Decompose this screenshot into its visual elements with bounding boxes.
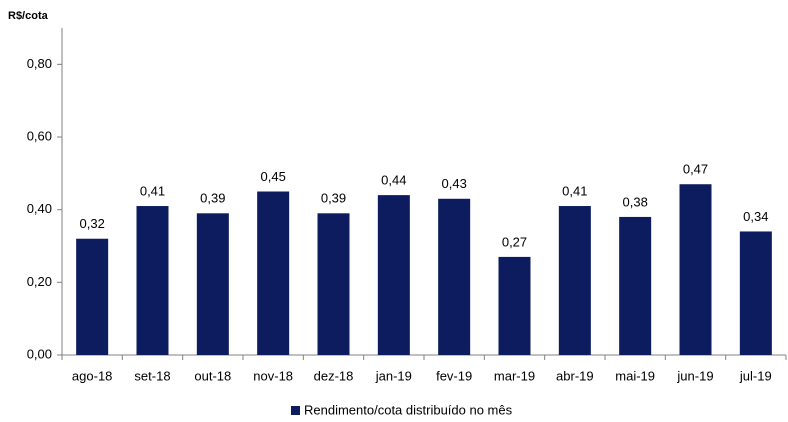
bar xyxy=(196,213,229,355)
value-label: 0,47 xyxy=(683,162,708,177)
bar xyxy=(558,206,591,355)
bar xyxy=(317,213,350,355)
bar xyxy=(136,206,169,355)
value-label: 0,44 xyxy=(381,173,406,188)
legend-label: Rendimento/cota distribuído no mês xyxy=(304,402,513,417)
value-label: 0,43 xyxy=(442,176,467,191)
bar xyxy=(377,195,410,355)
bar xyxy=(438,198,471,355)
value-label: 0,32 xyxy=(80,216,105,231)
x-tick-label: mai-19 xyxy=(615,368,655,383)
y-tick-label: 0,80 xyxy=(27,56,52,71)
value-label: 0,39 xyxy=(200,191,225,206)
value-label: 0,27 xyxy=(502,234,527,249)
x-tick-label: ago-18 xyxy=(72,368,112,383)
x-tick-label: dez-18 xyxy=(314,368,354,383)
x-tick-label: fev-19 xyxy=(436,368,472,383)
y-tick-label: 0,00 xyxy=(27,346,52,361)
y-tick-label: 0,40 xyxy=(27,201,52,216)
y-axis-label: R$/cota xyxy=(8,10,49,22)
value-label: 0,41 xyxy=(140,183,165,198)
bar xyxy=(498,256,531,355)
x-tick-label: jan-19 xyxy=(375,368,412,383)
x-tick-label: set-18 xyxy=(134,368,170,383)
value-label: 0,45 xyxy=(261,169,286,184)
y-tick-label: 0,60 xyxy=(27,128,52,143)
x-tick-label: jul-19 xyxy=(739,368,772,383)
bar xyxy=(76,238,109,355)
x-tick-label: out-18 xyxy=(194,368,231,383)
bar xyxy=(257,191,290,355)
bar xyxy=(739,231,772,355)
value-label: 0,34 xyxy=(743,209,768,224)
bar xyxy=(679,184,712,355)
value-label: 0,38 xyxy=(623,194,648,209)
x-tick-label: abr-19 xyxy=(556,368,594,383)
y-tick-label: 0,20 xyxy=(27,274,52,289)
x-tick-label: nov-18 xyxy=(253,368,293,383)
value-label: 0,39 xyxy=(321,191,346,206)
bar xyxy=(619,216,652,355)
x-tick-label: mar-19 xyxy=(494,368,535,383)
value-label: 0,41 xyxy=(562,183,587,198)
x-tick-label: jun-19 xyxy=(676,368,713,383)
legend-swatch xyxy=(291,406,300,415)
